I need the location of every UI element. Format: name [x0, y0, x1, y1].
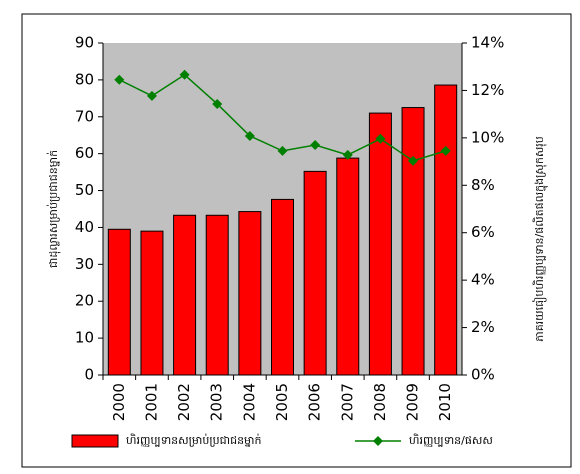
x-tick-label: 2007 [338, 383, 356, 421]
x-tick-label: 2003 [208, 383, 226, 421]
bar [434, 84, 458, 376]
y2-tick-label: 8% [471, 176, 495, 194]
y-axis-title: ជាដុល្លារសម្រាប់ប្រជាជនម្នាក់ [46, 150, 61, 268]
bar [271, 198, 294, 376]
line-marker [375, 133, 386, 144]
y-tick-label: 70 [75, 107, 94, 125]
y2-tick-label: 10% [471, 128, 504, 146]
line-marker [277, 145, 288, 156]
y-tick-label: 0 [84, 366, 94, 384]
line-marker [114, 74, 125, 85]
line-marker [408, 155, 419, 166]
bar [140, 230, 164, 376]
line-marker [212, 98, 223, 109]
y2-tick-label: 0% [471, 366, 495, 384]
bar [336, 157, 360, 376]
line-marker [310, 139, 321, 150]
line-marker [179, 69, 190, 80]
y2-axis-title: ភាគរយធៀបហិរញ្ញប្បទាន/ផលិតផលក្នុងស្រុកសរុ… [532, 136, 548, 342]
y-tick-label: 50 [75, 181, 94, 199]
x-tick-label: 2009 [404, 383, 422, 421]
y-tick-label: 30 [75, 255, 94, 273]
line-marker [342, 149, 353, 160]
legend-swatch [71, 434, 119, 448]
y-tick-label: 10 [75, 329, 94, 347]
legend-marker [373, 436, 383, 446]
x-tick-label: 2006 [306, 383, 324, 421]
x-tick-label: 2000 [110, 383, 128, 421]
bar [303, 170, 327, 376]
x-tick-label: 2008 [371, 383, 389, 421]
y-tick-label: 20 [75, 292, 94, 310]
x-tick-label: 2002 [175, 383, 193, 421]
y2-tick-label: 2% [471, 318, 495, 336]
line-marker [146, 90, 157, 101]
y2-tick-label: 4% [471, 271, 495, 289]
x-tick-label: 2001 [142, 383, 160, 421]
x-tick-label: 2004 [240, 383, 258, 421]
legend-label: ហិរញ្ញប្បទាន/ផសស [409, 433, 493, 447]
y-tick-label: 90 [75, 34, 94, 52]
line-marker [244, 130, 255, 141]
y-tick-label: 80 [75, 70, 94, 88]
bar [107, 228, 131, 376]
legend-label: ហិរញ្ញប្បទានសម្រាប់ប្រជាជនម្នាក់ [126, 433, 262, 447]
bar [205, 214, 229, 376]
bar [173, 214, 197, 376]
y-tick-label: 40 [75, 218, 94, 236]
y2-tick-label: 14% [471, 34, 504, 52]
y2-tick-label: 6% [471, 223, 495, 241]
bar [401, 107, 425, 376]
y2-tick-label: 12% [471, 81, 504, 99]
x-tick-label: 2005 [273, 383, 291, 421]
x-tick-label: 2010 [436, 383, 454, 421]
bar [238, 211, 262, 376]
y-tick-label: 60 [75, 144, 94, 162]
bar [368, 112, 392, 376]
line-marker [440, 145, 451, 156]
